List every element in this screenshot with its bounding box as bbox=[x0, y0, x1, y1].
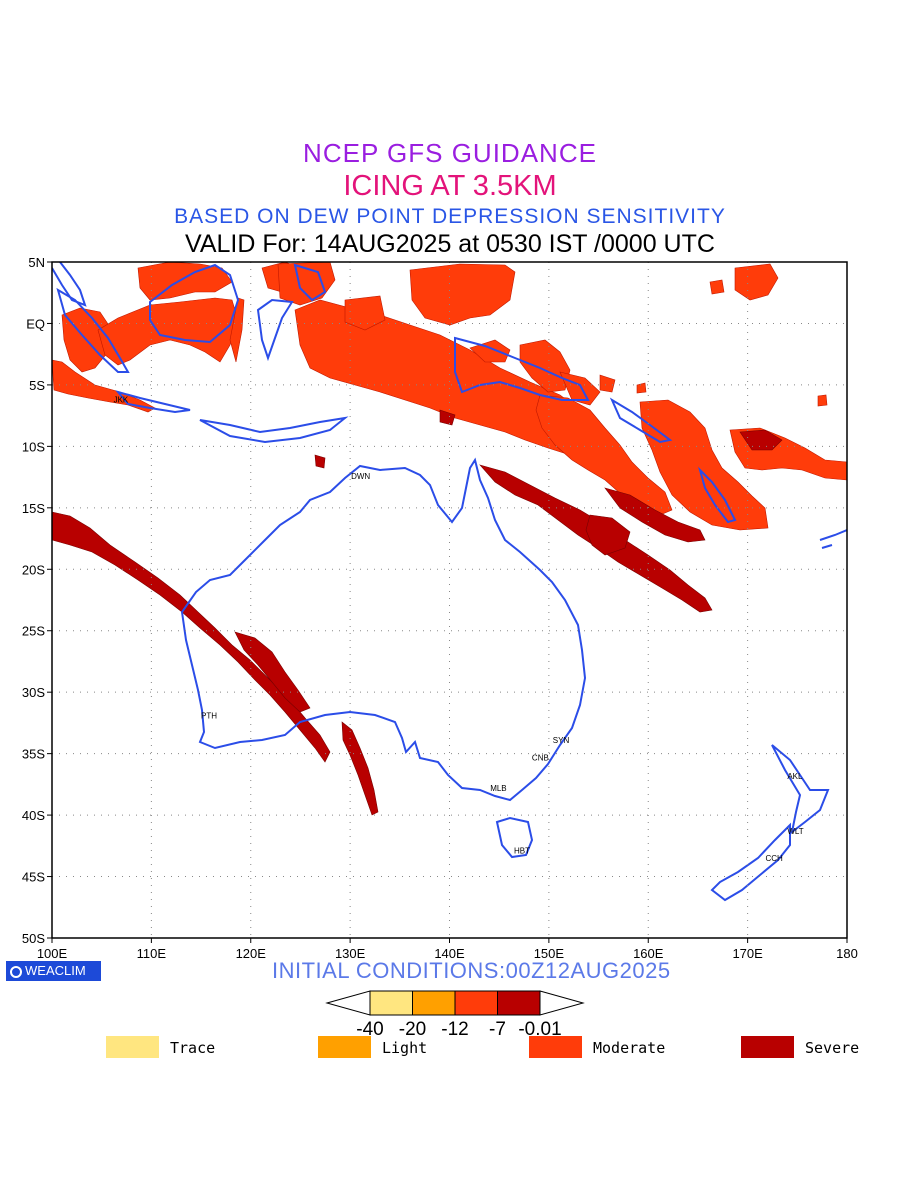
city-label-syn: SYN bbox=[553, 736, 570, 745]
coast-philippines bbox=[293, 263, 327, 302]
lat-label: 5S bbox=[29, 378, 45, 393]
latitude-labels: 5N EQ 5S 10S 15S 20S 25S 30S 35S 40S 45S 50S bbox=[22, 255, 45, 946]
lat-label: 40S bbox=[22, 808, 45, 823]
lon-label: 160E bbox=[633, 946, 664, 961]
initial-conditions: INITIAL CONDITIONS:00Z12AUG2025 bbox=[272, 958, 671, 983]
legend-swatch bbox=[741, 1036, 794, 1058]
map-grid bbox=[52, 262, 847, 938]
lat-label: 45S bbox=[22, 870, 45, 885]
weaclim-logo: WEACLIM bbox=[6, 961, 101, 981]
city-label-mlb: MLB bbox=[490, 784, 506, 793]
legend-label: Light bbox=[382, 1039, 428, 1057]
city-label-cch: CCH bbox=[765, 854, 783, 863]
lat-label: 20S bbox=[22, 562, 45, 577]
city-label-akl: AKL bbox=[787, 772, 803, 781]
legend-label: Severe bbox=[805, 1039, 860, 1057]
lon-label: 180 bbox=[836, 946, 858, 961]
severe-icing-areas bbox=[52, 409, 783, 816]
lat-label: 25S bbox=[22, 624, 45, 639]
legend-label: Moderate bbox=[593, 1039, 666, 1057]
lat-label: EQ bbox=[26, 316, 45, 331]
title-model: NCEP GFS GUIDANCE bbox=[303, 138, 597, 168]
lon-label: 170E bbox=[732, 946, 763, 961]
coast-java bbox=[115, 390, 191, 414]
city-label-dwn: DWN bbox=[351, 472, 370, 481]
coast-sumatra bbox=[56, 287, 130, 373]
lon-label: 130E bbox=[335, 946, 366, 961]
logo-ring-icon bbox=[10, 966, 22, 978]
coast-fiji bbox=[819, 529, 847, 549]
lon-label: 120E bbox=[236, 946, 267, 961]
city-label-wlt: WLT bbox=[787, 827, 803, 836]
lat-label: 10S bbox=[22, 439, 45, 454]
coast-new-zealand-north bbox=[771, 744, 830, 835]
colorbar-tick-label: -20 bbox=[399, 1019, 426, 1040]
lat-label: 35S bbox=[22, 747, 45, 762]
colorbar-tick-label: -12 bbox=[441, 1019, 468, 1040]
colorbar-tick-label: -7 bbox=[489, 1019, 506, 1040]
coastlines bbox=[52, 262, 847, 902]
longitude-labels: 100E 110E 120E 130E 140E 150E 160E 170E 180 bbox=[37, 946, 858, 961]
coast-lesser-sunda bbox=[199, 416, 349, 444]
title-product: ICING AT 3.5KM bbox=[343, 170, 557, 202]
coast-solomon-islands bbox=[609, 397, 673, 444]
lon-label: 150E bbox=[534, 946, 565, 961]
coast-new-guinea bbox=[454, 336, 590, 401]
city-label-jkk: JKK bbox=[114, 396, 129, 405]
lon-label: 100E bbox=[37, 946, 68, 961]
lon-label: 110E bbox=[137, 946, 167, 961]
coast-tasmania bbox=[495, 816, 534, 859]
lat-label: 30S bbox=[22, 685, 45, 700]
coast-vanuatu-new-caledonia bbox=[698, 466, 737, 524]
legend-label: Trace bbox=[170, 1039, 216, 1057]
lon-label: 140E bbox=[434, 946, 465, 961]
city-label-pth: PTH bbox=[201, 712, 217, 721]
coast-malay-peninsula bbox=[52, 262, 87, 307]
coast-sulawesi bbox=[256, 298, 294, 362]
icing-map: 5N EQ 5S 10S 15S 20S 25S 30S 35S 40S 45S 50S 100E 11… bbox=[22, 255, 858, 961]
city-label-cnb: CNB bbox=[532, 753, 549, 762]
lat-label: 50S bbox=[22, 931, 45, 946]
title-method: BASED ON DEW POINT DEPRESSION SENSITIVIT… bbox=[174, 205, 726, 228]
coast-borneo bbox=[149, 263, 240, 344]
legend-swatch bbox=[318, 1036, 371, 1058]
lat-label: 15S bbox=[22, 501, 45, 516]
title-valid-time: VALID For: 14AUG2025 at 0530 IST /0000 U… bbox=[185, 230, 715, 258]
city-markers: JKK DWN PTH SYN CNB MLB HBT AKL WLT CCH bbox=[114, 396, 804, 863]
city-label-hbt: HBT bbox=[514, 847, 530, 856]
coast-new-zealand-south bbox=[710, 822, 791, 902]
logo-text: WEACLIM bbox=[25, 963, 86, 978]
axis-ticks bbox=[47, 261, 848, 943]
legend-swatch bbox=[106, 1036, 159, 1058]
coast-australia bbox=[180, 457, 587, 802]
legend-swatch bbox=[529, 1036, 582, 1058]
lat-label: 5N bbox=[28, 255, 45, 270]
